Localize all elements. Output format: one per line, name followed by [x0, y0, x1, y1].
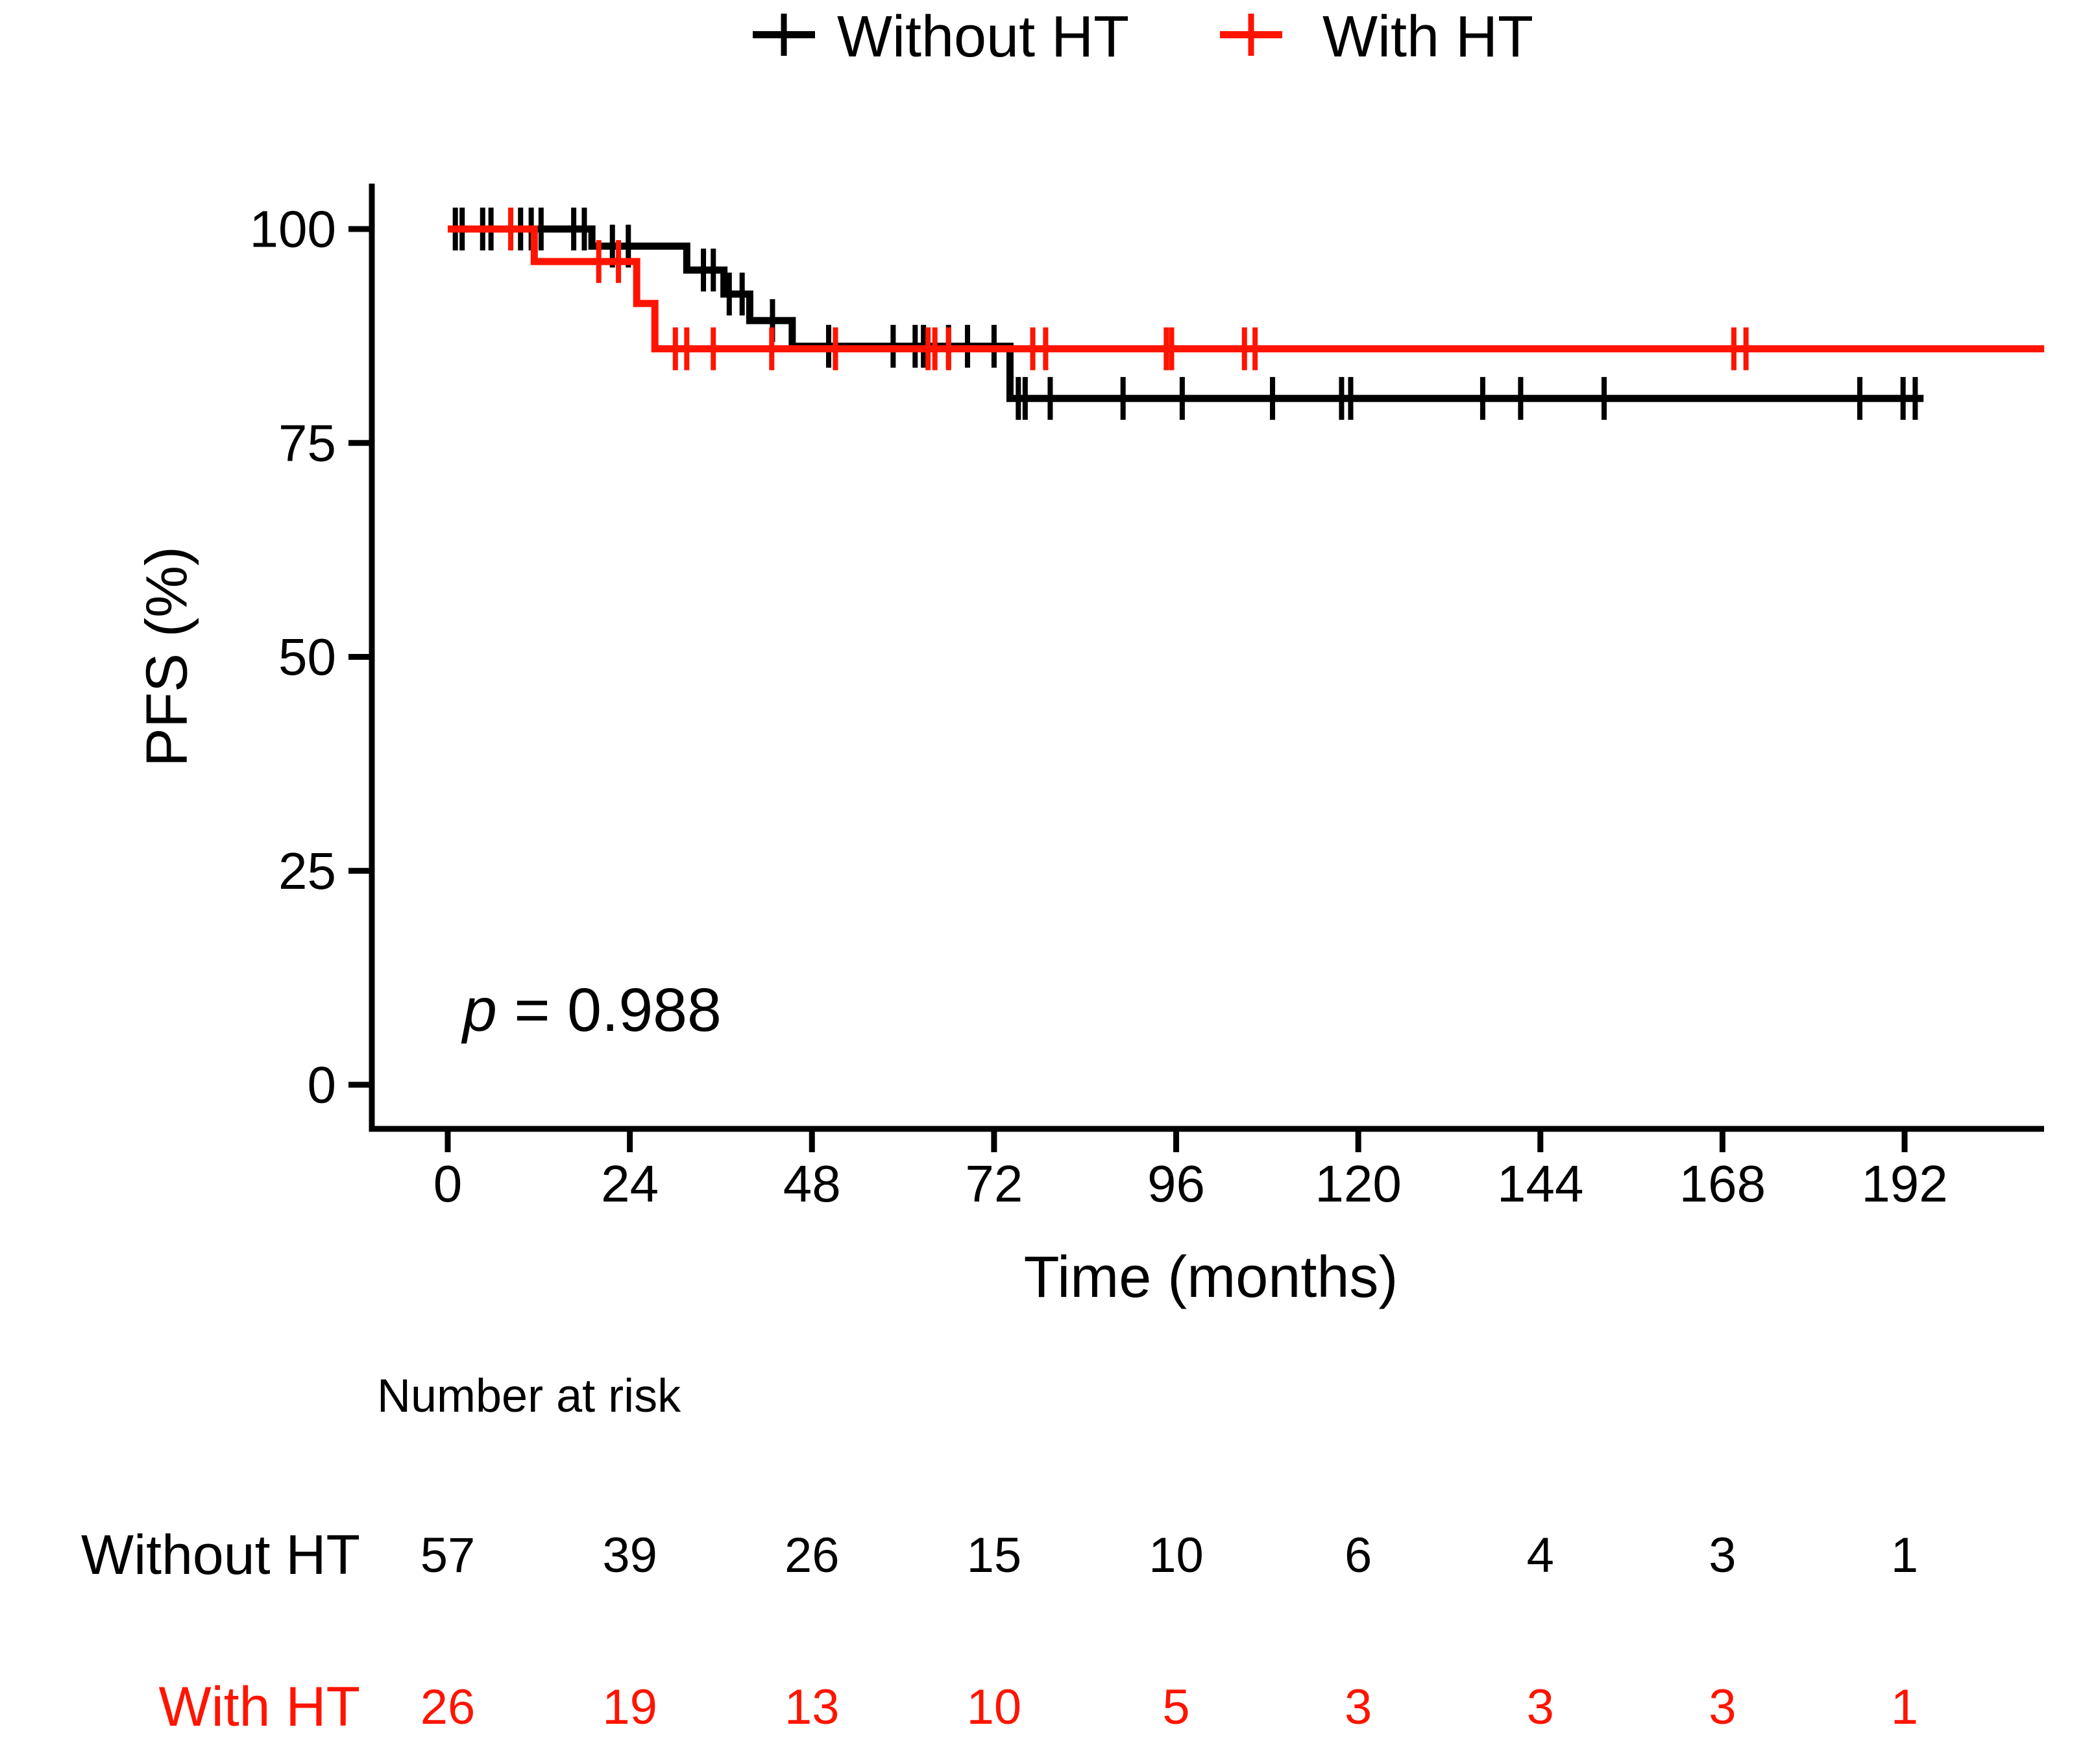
risk-count-with-ht-t96: 5: [1162, 1680, 1190, 1735]
risk-count-with-ht-t120: 3: [1345, 1680, 1372, 1735]
risk-count-without-ht-t168: 3: [1709, 1528, 1736, 1583]
p-value-variable: p: [463, 976, 497, 1045]
risk-count-without-ht-t72: 15: [966, 1528, 1022, 1583]
y-tick-label: 25: [278, 842, 336, 900]
risk-count-with-ht-t0: 26: [420, 1680, 476, 1735]
legend-key-without-ht-icon: [753, 31, 815, 38]
y-tick-label: 0: [308, 1056, 337, 1114]
y-tick-label: 75: [278, 414, 336, 472]
risk-count-without-ht-t48: 26: [784, 1528, 840, 1583]
x-tick-label: 72: [965, 1155, 1023, 1213]
x-tick-label: 120: [1315, 1155, 1401, 1213]
risk-count-with-ht-t192: 1: [1890, 1680, 1919, 1735]
x-tick-label: 168: [1679, 1155, 1766, 1213]
risk-count-with-ht-t24: 19: [602, 1680, 657, 1735]
x-tick-label: 192: [1861, 1155, 1947, 1213]
p-value-text: = 0.988: [496, 976, 722, 1045]
y-tick-label: 50: [278, 628, 336, 686]
risk-row-label-with-ht: With HT: [158, 1676, 360, 1738]
y-axis-title: PFS (%): [134, 546, 200, 767]
risk-table-header: Number at risk: [377, 1370, 681, 1422]
legend-label-with-ht: With HT: [1322, 5, 1533, 69]
x-axis-title: Time (months): [1023, 1245, 1398, 1310]
legend-key-with-ht-icon: [1220, 31, 1282, 38]
risk-row-label-without-ht: Without HT: [80, 1524, 360, 1586]
y-tick-label: 100: [250, 200, 336, 258]
risk-count-without-ht-t144: 4: [1526, 1528, 1554, 1583]
risk-count-without-ht-t0: 57: [420, 1528, 476, 1583]
km-curve-with-ht: [448, 225, 2045, 353]
risk-count-without-ht-t192: 1: [1890, 1528, 1919, 1583]
x-tick-label: 144: [1497, 1155, 1583, 1213]
x-tick-label: 24: [601, 1155, 659, 1213]
p-value-annotation: p = 0.988: [463, 976, 722, 1045]
risk-count-with-ht-t72: 10: [966, 1680, 1022, 1735]
x-tick-label: 0: [433, 1155, 463, 1213]
legend-label-without-ht: Without HT: [837, 5, 1130, 69]
risk-count-with-ht-t48: 13: [784, 1680, 840, 1735]
risk-count-without-ht-t24: 39: [602, 1528, 657, 1583]
risk-count-without-ht-t96: 10: [1149, 1528, 1204, 1583]
risk-count-with-ht-t144: 3: [1526, 1680, 1554, 1735]
risk-count-without-ht-t120: 6: [1345, 1528, 1372, 1583]
x-tick-label: 48: [783, 1155, 841, 1213]
km-curve-without-ht: [448, 225, 1924, 402]
risk-count-with-ht-t168: 3: [1709, 1680, 1736, 1735]
x-tick-label: 96: [1147, 1155, 1205, 1213]
